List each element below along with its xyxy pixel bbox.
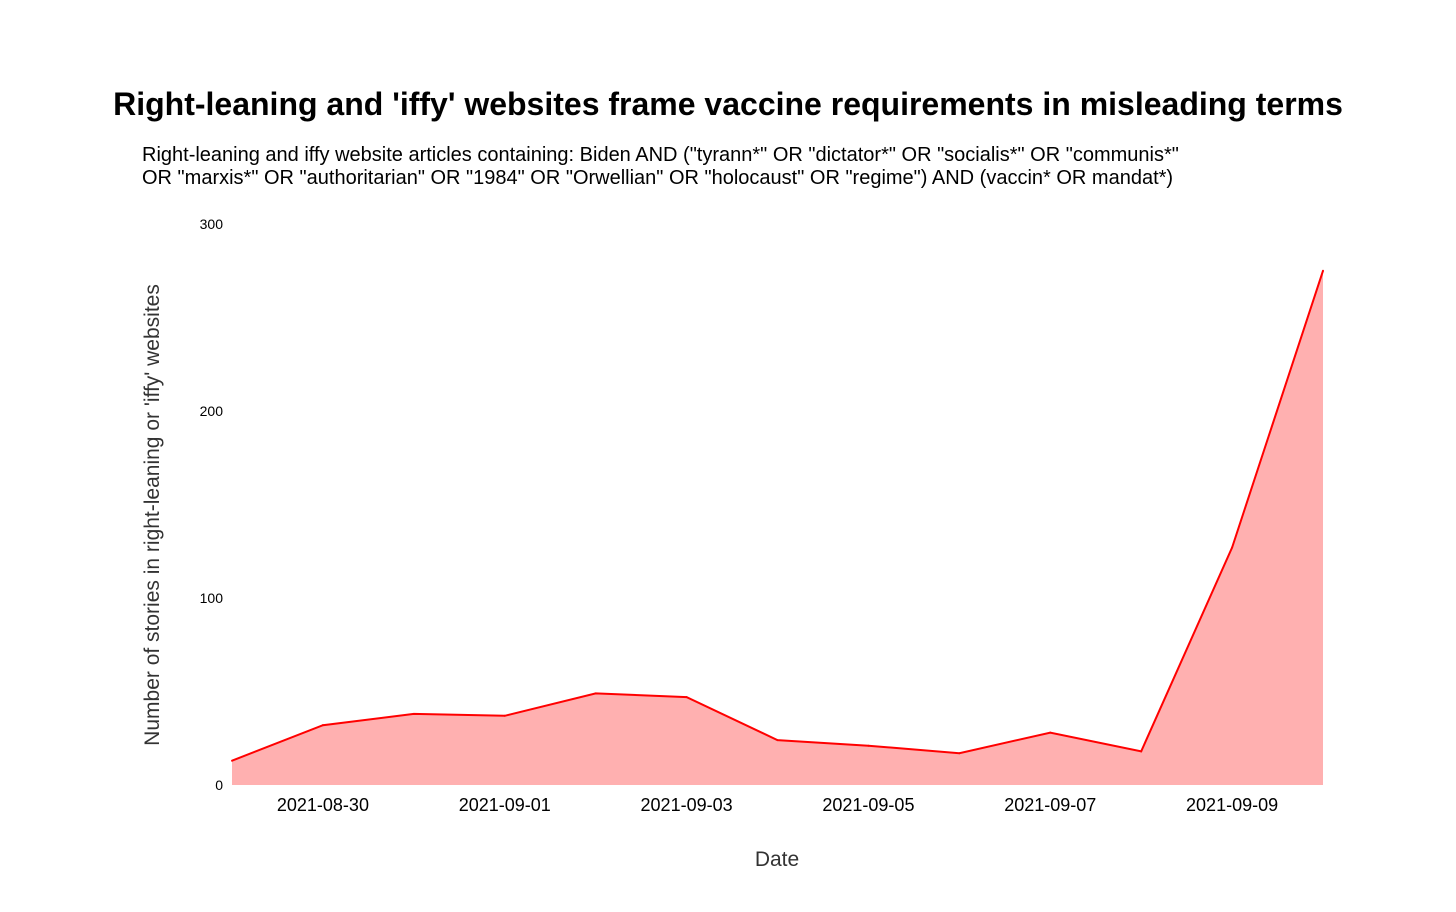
y-axis-ticks: 0 100 200 300 xyxy=(200,216,224,793)
y-tick-label: 200 xyxy=(200,403,224,419)
y-tick-label: 300 xyxy=(200,216,224,232)
subtitle-line-2: OR "marxis*" OR "authoritarian" OR "1984… xyxy=(142,167,1174,189)
data-point xyxy=(1322,269,1324,272)
data-point xyxy=(321,724,324,727)
x-tick-label: 2021-08-30 xyxy=(277,795,369,815)
data-point xyxy=(958,752,961,755)
chart-subtitle: Right-leaning and iffy website articles … xyxy=(142,144,1342,190)
x-axis-ticks: 2021-08-30 2021-09-01 2021-09-03 2021-09-05… xyxy=(277,795,1278,815)
data-point xyxy=(503,714,506,717)
data-point xyxy=(1140,750,1143,753)
data-point xyxy=(594,692,597,695)
series-line xyxy=(231,270,1324,762)
chart-title: Right-leaning and 'iffy' websites frame … xyxy=(113,86,1343,122)
x-tick-label: 2021-09-09 xyxy=(1186,795,1278,815)
y-tick-label: 0 xyxy=(215,777,223,793)
data-point xyxy=(231,759,233,762)
data-point xyxy=(867,744,870,747)
series-area xyxy=(232,270,1323,785)
subtitle-line-1: Right-leaning and iffy website articles … xyxy=(142,144,1179,166)
y-axis-title: Number of stories in right-leaning or 'i… xyxy=(141,284,164,746)
x-axis-title: Date xyxy=(755,848,799,871)
data-point xyxy=(1049,731,1052,734)
data-point xyxy=(412,712,415,715)
x-tick-label: 2021-09-05 xyxy=(822,795,914,815)
data-point xyxy=(776,739,779,742)
data-point xyxy=(685,696,688,699)
x-tick-label: 2021-09-03 xyxy=(641,795,733,815)
x-tick-label: 2021-09-01 xyxy=(459,795,551,815)
x-tick-label: 2021-09-07 xyxy=(1004,795,1096,815)
y-tick-label: 100 xyxy=(200,590,224,606)
data-point xyxy=(1231,546,1234,549)
